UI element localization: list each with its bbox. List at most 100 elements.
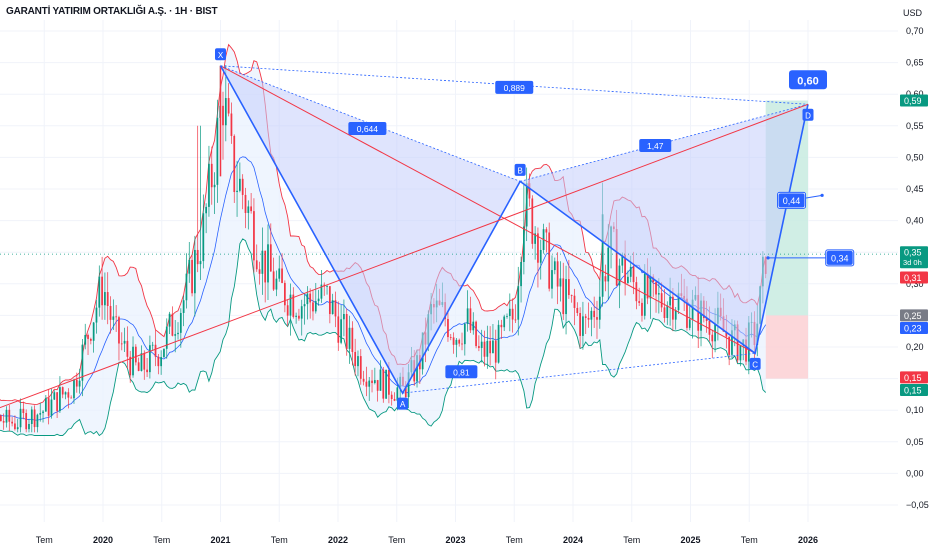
candle-body	[593, 310, 596, 318]
candle-body	[174, 334, 177, 336]
candle-body	[309, 293, 312, 303]
price-axis: 0,70 0,65 0,60 0,55 0,50 0,45 0,40 0,35 0,30 0,25…	[900, 26, 929, 510]
candle-body	[292, 294, 295, 317]
candle-body	[508, 308, 511, 317]
candle-body	[73, 379, 75, 399]
candle-body	[33, 409, 36, 428]
pattern-bcd-fill	[520, 104, 808, 354]
x-tick-label: 2020	[93, 535, 113, 545]
candle-body	[343, 313, 345, 320]
candle-body	[168, 313, 171, 327]
candle-body	[134, 346, 137, 363]
candle-body	[222, 105, 224, 126]
candle-body	[517, 286, 520, 320]
candle-body	[78, 380, 81, 387]
price-tag-label: 0,15	[904, 385, 922, 395]
candle-body	[106, 292, 109, 306]
candle-body	[494, 340, 497, 363]
candle-body	[354, 351, 357, 367]
price-tag-label: 0,25	[904, 311, 922, 321]
candle-body	[258, 269, 261, 274]
y-tick-label: 0,45	[906, 184, 924, 194]
candle-body	[373, 380, 376, 384]
price-tag-label: 0,15	[904, 373, 922, 383]
candle-body	[359, 356, 362, 379]
price-tag	[900, 322, 928, 335]
candle-body	[8, 409, 11, 422]
candle-body	[216, 117, 219, 185]
x-tick-label: 2026	[798, 535, 818, 545]
candle-body	[92, 322, 95, 341]
pattern-point-label: X	[218, 51, 224, 60]
y-tick-label: 0,10	[906, 405, 924, 415]
candle-body	[697, 294, 700, 331]
candle-body	[213, 184, 216, 188]
chart-title: GARANTİ YATIRIM ORTAKLIĞI A.Ş. · 1H · BI…	[6, 6, 218, 17]
candle-body	[739, 345, 742, 361]
x-tick-label: Tem	[271, 535, 288, 545]
candle-body	[458, 339, 461, 344]
price-tag-label: 0,23	[904, 324, 922, 334]
candle-body	[486, 340, 489, 357]
candle-body	[570, 295, 573, 296]
candle-body	[449, 337, 452, 338]
candlesticks	[0, 65, 767, 433]
y-tick-label: 0,55	[906, 121, 924, 131]
candle-body	[11, 421, 13, 424]
candle-body	[312, 302, 314, 312]
candle-body	[514, 319, 517, 321]
candle-body	[306, 293, 309, 305]
candle-body	[506, 316, 508, 317]
candle-body	[314, 301, 317, 312]
candle-body	[194, 249, 196, 294]
ratio-label: 0,889	[504, 83, 526, 93]
pattern-point-badge	[514, 163, 526, 176]
candle-body	[452, 337, 455, 345]
candle-body	[365, 381, 368, 387]
candle-body	[649, 276, 652, 299]
candle-body	[255, 260, 258, 270]
candle-body	[520, 261, 522, 287]
candle-body	[705, 318, 708, 321]
candle-body	[492, 340, 494, 354]
candle-body	[708, 320, 711, 335]
candle-body	[84, 334, 87, 345]
callout-dot	[766, 256, 770, 260]
candle-body	[674, 310, 677, 320]
candle-body	[632, 266, 635, 283]
candle-body	[25, 413, 28, 430]
candle-body	[286, 305, 289, 316]
candle-body	[171, 313, 174, 336]
x-tick-label: Tem	[506, 535, 523, 545]
candle-body	[688, 319, 691, 328]
candle-body	[328, 286, 331, 315]
pattern-point-badge	[397, 397, 409, 410]
bollinger-basis-line	[0, 156, 767, 421]
candle-body	[177, 332, 179, 335]
price-tag	[900, 246, 928, 269]
candle-body	[700, 300, 702, 331]
candle-body	[42, 411, 44, 414]
candle-body	[511, 308, 514, 320]
candle-body	[534, 233, 536, 244]
y-tick-label: 0,20	[906, 342, 924, 352]
candle-body	[497, 324, 500, 363]
x-tick-label: Tem	[388, 535, 405, 545]
y-tick-label: 0,65	[906, 58, 924, 68]
candle-body	[736, 324, 739, 361]
candle-body	[163, 348, 165, 358]
ratio-line-ac	[402, 352, 756, 394]
candle-body	[126, 340, 129, 357]
candle-body	[551, 270, 553, 289]
candle-body	[123, 340, 126, 344]
candle-body	[210, 163, 213, 188]
price-tag-label: 0,35	[904, 248, 922, 258]
y-tick-label: 0,30	[906, 279, 924, 289]
candle-body	[672, 296, 674, 320]
ratio-badge	[639, 139, 672, 153]
candle-body	[382, 369, 385, 399]
candle-body	[562, 278, 565, 315]
candle-body	[641, 302, 643, 316]
candle-body	[320, 284, 323, 299]
